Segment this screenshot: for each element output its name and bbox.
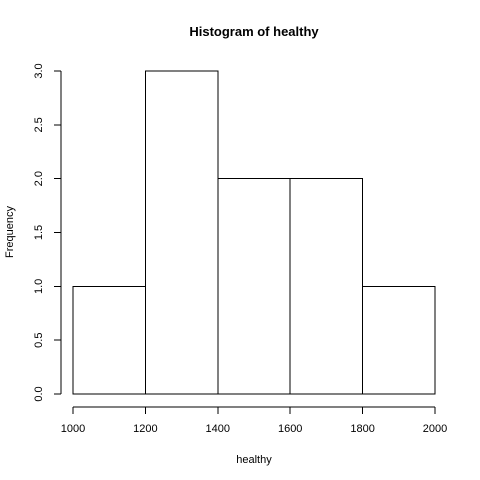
x-tick-label-1: 1200 — [133, 423, 157, 435]
y-axis: 0.0 0.5 1.0 1.5 2.0 2.5 3.0 — [33, 63, 62, 402]
x-tick-label-3: 1600 — [278, 423, 302, 435]
y-tick-label-6: 3.0 — [33, 63, 45, 78]
histogram-bar-3 — [289, 178, 364, 395]
y-axis-label: Frequency — [4, 206, 16, 258]
y-tick-label-2: 1.0 — [33, 279, 45, 294]
y-tick-label-0: 0.0 — [33, 386, 45, 401]
y-tick-label-1: 0.5 — [33, 333, 45, 348]
histogram-bar-2 — [217, 178, 291, 395]
x-axis-label: healthy — [236, 454, 272, 466]
x-tick-label-0: 1000 — [61, 423, 85, 435]
histogram-bar-0 — [72, 285, 146, 395]
bars-group — [72, 70, 436, 395]
histogram-bar-4 — [362, 285, 436, 395]
y-tick-label-3: 1.5 — [33, 225, 45, 240]
x-tick-label-2: 1400 — [206, 423, 230, 435]
y-tick-label-4: 2.0 — [33, 171, 45, 186]
y-tick-label-5: 2.5 — [33, 117, 45, 132]
chart-title: Histogram of healthy — [189, 24, 319, 39]
x-tick-label-5: 2000 — [423, 423, 447, 435]
histogram-bar-1 — [144, 70, 219, 395]
x-tick-label-4: 1800 — [350, 423, 374, 435]
x-axis: 1000 1200 1400 1600 1800 2000 — [61, 406, 447, 435]
